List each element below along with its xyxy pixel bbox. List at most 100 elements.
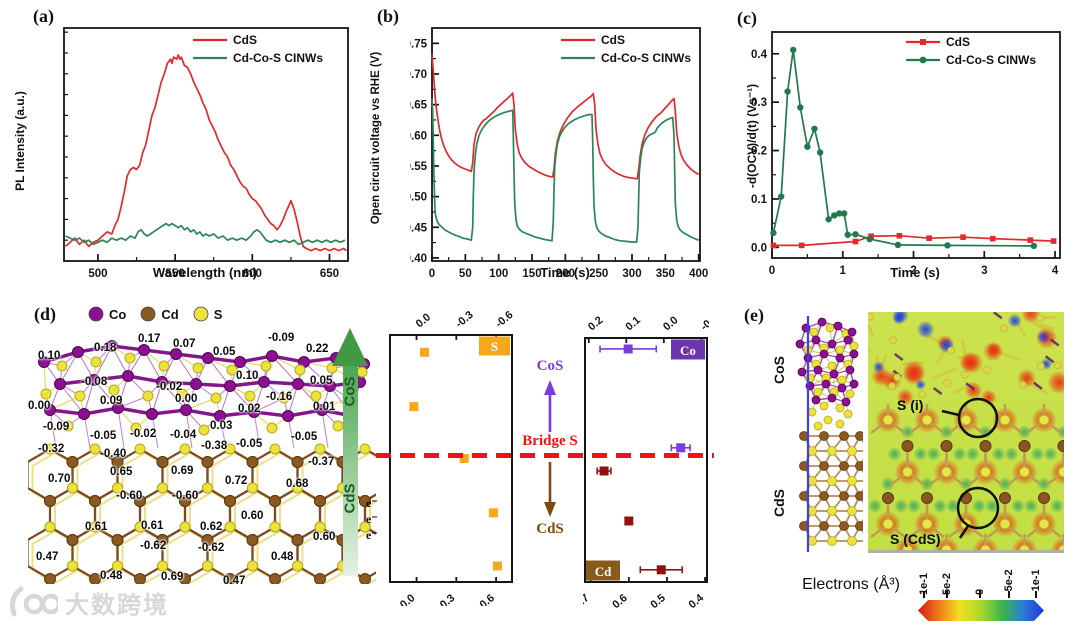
series-line	[431, 98, 700, 243]
bader-charge: -0.37	[308, 456, 335, 468]
bader-charge: 0.10	[236, 370, 259, 382]
bader-charge: 0.00	[175, 393, 198, 405]
svg-text:4: 4	[1052, 265, 1059, 277]
svg-text:-0.1: -0.1	[699, 313, 709, 333]
svg-text:0.40: 0.40	[410, 253, 427, 265]
bader-charge: 0.72	[225, 475, 248, 487]
legend-label: Cd-Co-S CINWs	[601, 51, 691, 65]
legend-swatch-icon	[906, 56, 940, 64]
down-arrow-icon	[540, 460, 560, 518]
svg-text:Cd: Cd	[595, 564, 612, 579]
atom-legend-label: Cd	[161, 306, 179, 322]
annotation-s-i: S (i)	[897, 397, 924, 413]
svg-text:0.1: 0.1	[624, 314, 643, 333]
bader-charge: 0.61	[85, 521, 108, 533]
docv-xlabel: Time (s)	[890, 265, 940, 280]
svg-text:0.65: 0.65	[410, 100, 428, 112]
bader-charge: 0.69	[161, 571, 184, 583]
svg-text:3: 3	[981, 265, 987, 277]
bader-charge: 0.60	[313, 531, 336, 543]
bader-charge: 0.60	[241, 510, 264, 522]
bader-charge: -0.05	[291, 431, 318, 443]
svg-text:0.1: 0.1	[751, 194, 768, 206]
s-i-circle	[957, 397, 999, 439]
docv-ylabel: -d(OCV)/d(t) (Vs⁻¹)	[745, 83, 759, 189]
cocd-charge-plot-svg: 0.2 0.1 0.0 -0.1 0.7 0.6 0.5 0.4 Co Cd	[572, 312, 721, 611]
svg-text:0: 0	[769, 265, 775, 277]
legend-item: Cd-Co-S CINWs	[905, 51, 1036, 69]
svg-text:0.2: 0.2	[586, 314, 605, 333]
bader-charge: 0.61	[141, 520, 164, 532]
bader-charge: 0.62	[200, 521, 223, 533]
cos-cds-arrow	[330, 326, 370, 582]
svg-text:0.5: 0.5	[648, 592, 667, 609]
bader-charge: -0.40	[100, 448, 127, 460]
interface-side-structure	[788, 314, 873, 554]
panel-a-tag: (a)	[33, 6, 54, 26]
legend-label: CdS	[601, 33, 625, 47]
atom-legend: Co Cd S	[88, 305, 222, 323]
svg-text:-0.3: -0.3	[454, 310, 476, 330]
pl-ylabel: PL Intensity (a.u.)	[13, 91, 27, 191]
svg-text:0.0: 0.0	[751, 242, 767, 254]
svg-text:0.6: 0.6	[610, 592, 629, 609]
svg-text:Co: Co	[680, 343, 696, 358]
bader-charge: 0.09	[100, 395, 123, 407]
svg-text:S: S	[491, 339, 498, 354]
svg-text:0.4: 0.4	[687, 592, 707, 609]
bader-charge: 0.70	[48, 473, 71, 485]
legend-swatch-icon	[561, 56, 595, 60]
atom-icon	[88, 306, 104, 322]
svg-text:0.0: 0.0	[414, 311, 433, 330]
s-cds-circle	[956, 486, 1000, 530]
svg-text:250: 250	[589, 268, 608, 280]
svg-text:1: 1	[840, 265, 847, 277]
bader-charge: 0.07	[173, 338, 196, 350]
svg-text:0.55: 0.55	[410, 161, 428, 173]
svg-text:-0.3: -0.3	[435, 592, 457, 606]
ocv-legend: CdS Cd-Co-S CINWs	[560, 31, 691, 67]
bader-charge: 0.47	[223, 575, 246, 587]
svg-text:650: 650	[320, 268, 339, 280]
series-line	[431, 54, 700, 180]
bader-charge: -0.62	[140, 540, 167, 552]
svg-text:-0.6: -0.6	[493, 310, 514, 330]
bader-charge: 0.69	[171, 465, 194, 477]
panel-e-tag: (e)	[744, 305, 764, 325]
bader-charge: 0.48	[271, 551, 294, 563]
colorbar-tick-mark	[979, 591, 981, 598]
atom-legend-item: S	[193, 305, 223, 323]
legend-label: CdS	[233, 33, 257, 47]
bader-charge: 0.05	[310, 375, 333, 387]
watermark: 大数跨境	[6, 584, 169, 620]
atom-icon	[140, 306, 156, 322]
bader-charge: -0.04	[170, 429, 197, 441]
svg-text:2: 2	[910, 265, 916, 277]
ocv-ylabel: Open circuit voltage vs RHE (V)	[370, 51, 382, 225]
bader-charge: -0.16	[266, 391, 293, 403]
s-charge-plot: 0.0 0.0 -0.3 -0.3 -0.6 -0.6 S	[388, 309, 516, 613]
bader-charge: 0.03	[210, 420, 233, 432]
bader-charge: -0.09	[268, 332, 295, 344]
up-arrow-icon	[540, 380, 560, 434]
colorbar-label: Electrons (Å³)	[802, 576, 900, 593]
svg-text:0.4: 0.4	[751, 49, 768, 61]
svg-text:0.2: 0.2	[751, 146, 767, 158]
series-line	[773, 234, 1054, 247]
s-charge-plot-svg: 0.0 0.0 -0.3 -0.3 -0.6 -0.6 S	[389, 309, 516, 613]
side-label-cds: CdS	[771, 489, 787, 517]
s-data-point	[459, 454, 469, 463]
ocv-xlabel: Time (s)	[540, 265, 590, 280]
legend-item: Cd-Co-S CINWs	[192, 49, 323, 67]
s-data-point	[419, 347, 429, 357]
atom-legend-label: S	[213, 306, 223, 322]
colorbar-tick-mark	[923, 591, 925, 598]
panel-d-tag: (d)	[34, 304, 56, 324]
svg-text:150: 150	[522, 268, 541, 280]
bader-charge: -0.38	[201, 440, 228, 452]
bader-charge: -0.60	[116, 490, 143, 502]
svg-text:0.60: 0.60	[410, 130, 427, 142]
arrow-label-cos: CoS	[341, 376, 359, 407]
svg-text:300: 300	[622, 268, 641, 280]
s-data-point	[488, 508, 498, 518]
